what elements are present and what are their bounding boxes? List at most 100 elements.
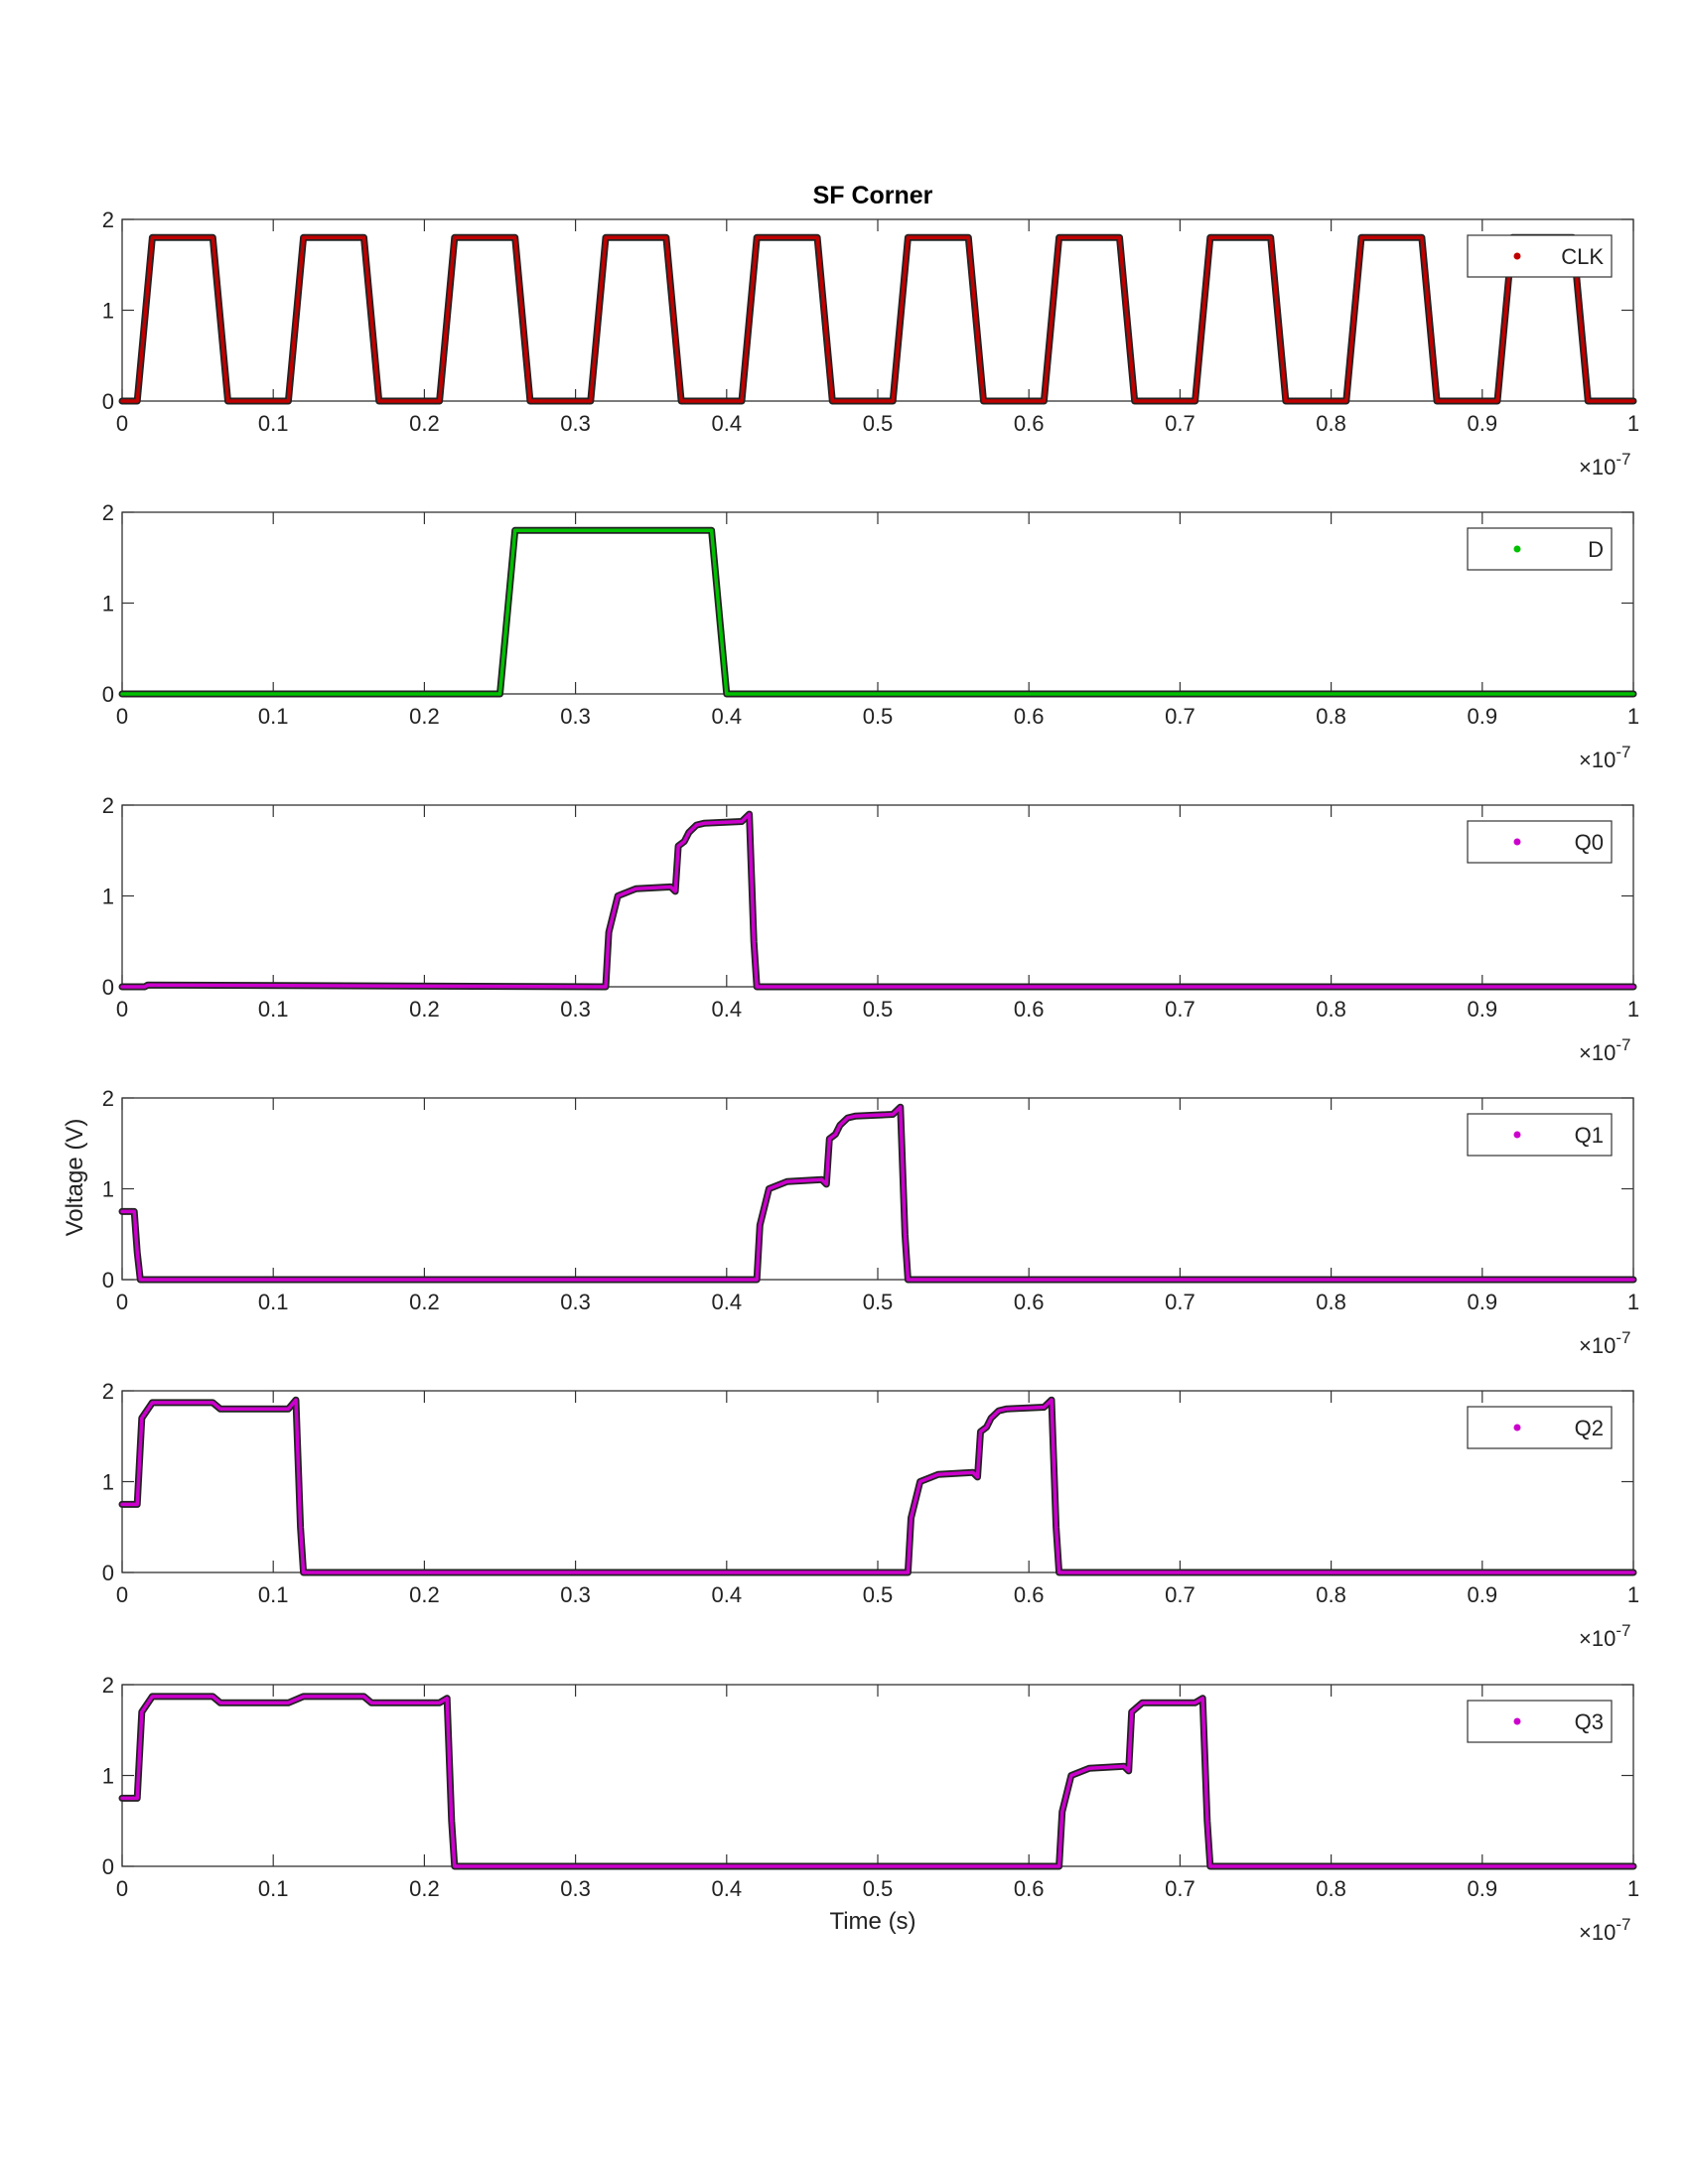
- x-tick-label: 0.6: [1014, 1290, 1045, 1314]
- legend-label: Q0: [1575, 830, 1604, 855]
- legend: Q2: [1467, 1406, 1613, 1449]
- axes-box: [121, 1097, 1634, 1281]
- x-tick-label: 0.8: [1316, 704, 1346, 729]
- y-tick-label: 0: [102, 682, 114, 707]
- y-tick-label: 2: [102, 1086, 114, 1111]
- series-line-D: [120, 528, 1635, 696]
- x-tick-label: 0.5: [863, 1582, 894, 1607]
- y-tick-label: 0: [102, 975, 114, 1000]
- x-tick-label: 0.5: [863, 1290, 894, 1314]
- x-tick-label: 0.9: [1468, 1290, 1498, 1314]
- x-tick-label: 0: [116, 1290, 128, 1314]
- x-tick-label: 0.4: [712, 704, 743, 729]
- x-tick-label: 0.9: [1468, 411, 1498, 436]
- x-tick-label: 0.4: [712, 1582, 743, 1607]
- x-tick-label: 0.3: [560, 1290, 591, 1314]
- x-tick-label: 0.5: [863, 1876, 894, 1901]
- x-tick-label: 0.6: [1014, 411, 1045, 436]
- legend-box: [1467, 820, 1613, 864]
- y-tick-label: 2: [102, 793, 114, 818]
- x-tick-label: 0.2: [409, 1582, 440, 1607]
- x-tick-label: 1: [1627, 997, 1639, 1022]
- subplot-0: 0 0.1 0.2 0.3 0.4 0.5 0.6 0.7 0.8 0.9 1 0 1 2 ×10-7 CLK: [102, 207, 1639, 479]
- legend-label: CLK: [1561, 244, 1604, 269]
- x-tick-label: 0.1: [258, 704, 289, 729]
- legend: Q1: [1467, 1113, 1613, 1157]
- series-line-Q1: [120, 1105, 1635, 1282]
- y-tick-label: 2: [102, 500, 114, 525]
- x-tick-label: 0.4: [712, 1876, 743, 1901]
- legend-label: D: [1588, 537, 1604, 562]
- y-tick-label: 1: [102, 592, 114, 616]
- axes-box: [121, 1390, 1634, 1573]
- subplot-2: 0 0.1 0.2 0.3 0.4 0.5 0.6 0.7 0.8 0.9 1 0 1 2 ×10-7 Q0: [102, 793, 1639, 1065]
- x-tick-label: 0: [116, 1876, 128, 1901]
- x-tick-label: 0.5: [863, 997, 894, 1022]
- subplot-1: 0 0.1 0.2 0.3 0.4 0.5 0.6 0.7 0.8 0.9 1 0 1 2 ×10-7 D: [102, 500, 1639, 772]
- subplot-panels: 0 0.1 0.2 0.3 0.4 0.5 0.6 0.7 0.8 0.9 1 0 1 2 ×10-7 CLK…: [102, 207, 1639, 1945]
- x-tick-label: 1: [1627, 1582, 1639, 1607]
- legend-label: Q1: [1575, 1123, 1604, 1148]
- x-tick-label: 0.8: [1316, 1290, 1346, 1314]
- y-tick-label: 1: [102, 885, 114, 909]
- subplot-3: 0 0.1 0.2 0.3 0.4 0.5 0.6 0.7 0.8 0.9 1 0 1 2 ×10-7 Q1: [102, 1086, 1639, 1358]
- x-tick-label: 0.3: [560, 1876, 591, 1901]
- x-tick-label: 0.4: [712, 997, 743, 1022]
- x-tick-label: 0.9: [1468, 1582, 1498, 1607]
- legend-marker: [1513, 1717, 1521, 1725]
- x-tick-label: 0.7: [1165, 1290, 1196, 1314]
- legend-marker: [1513, 545, 1521, 553]
- subplot-5: 0 0.1 0.2 0.3 0.4 0.5 0.6 0.7 0.8 0.9 1 0 1 2 ×10-7 Q3: [102, 1673, 1639, 1945]
- legend-marker: [1513, 838, 1521, 846]
- x-tick-label: 0.6: [1014, 1582, 1045, 1607]
- y-tick-label: 0: [102, 1854, 114, 1879]
- legend-box: [1467, 234, 1613, 278]
- x-tick-label: 0.7: [1165, 411, 1196, 436]
- x-tick-label: 0.8: [1316, 997, 1346, 1022]
- x-tick-label: 0.8: [1316, 1582, 1346, 1607]
- x-tick-label: 0.7: [1165, 997, 1196, 1022]
- legend-box: [1467, 1406, 1613, 1449]
- x-tick-label: 0.9: [1468, 997, 1498, 1022]
- axes-box: [121, 804, 1634, 988]
- subplot-4: 0 0.1 0.2 0.3 0.4 0.5 0.6 0.7 0.8 0.9 1 0 1 2 ×10-7 Q2: [102, 1379, 1639, 1651]
- axes-box: [121, 1684, 1634, 1867]
- x-tick-label: 0.6: [1014, 704, 1045, 729]
- series-line-Q0: [120, 812, 1635, 989]
- y-tick-label: 1: [102, 1764, 114, 1789]
- legend: Q3: [1467, 1700, 1613, 1743]
- x-tick-label: 0.2: [409, 997, 440, 1022]
- axes-box: [121, 511, 1634, 695]
- legend-marker: [1513, 1131, 1521, 1139]
- x-tick-label: 0: [116, 411, 128, 436]
- x-tick-label: 0.1: [258, 997, 289, 1022]
- y-tick-label: 2: [102, 207, 114, 232]
- series-line-Q3: [120, 1695, 1635, 1868]
- x-tick-label: 0: [116, 704, 128, 729]
- series-line-CLK: [120, 235, 1635, 403]
- x-exponent-label: ×10-7: [1579, 1035, 1630, 1065]
- x-tick-label: 0: [116, 1582, 128, 1607]
- x-exponent-label: ×10-7: [1579, 1328, 1630, 1358]
- x-tick-label: 0.1: [258, 1582, 289, 1607]
- x-tick-label: 0.6: [1014, 997, 1045, 1022]
- x-tick-label: 0.8: [1316, 411, 1346, 436]
- x-tick-label: 1: [1627, 704, 1639, 729]
- x-tick-label: 0.6: [1014, 1876, 1045, 1901]
- x-tick-label: 0.1: [258, 1876, 289, 1901]
- y-tick-label: 1: [102, 299, 114, 324]
- x-tick-label: 0.7: [1165, 704, 1196, 729]
- x-tick-label: 1: [1627, 1876, 1639, 1901]
- legend-box: [1467, 1700, 1613, 1743]
- legend-box: [1467, 1113, 1613, 1157]
- figure-title: SF Corner: [813, 182, 933, 209]
- y-tick-label: 0: [102, 389, 114, 414]
- y-tick-label: 0: [102, 1561, 114, 1585]
- x-tick-label: 0.8: [1316, 1876, 1346, 1901]
- x-tick-label: 0.9: [1468, 1876, 1498, 1901]
- legend-marker: [1513, 1424, 1521, 1432]
- y-tick-label: 1: [102, 1470, 114, 1495]
- legend-box: [1467, 527, 1613, 571]
- x-tick-label: 0.4: [712, 411, 743, 436]
- x-tick-label: 0.2: [409, 411, 440, 436]
